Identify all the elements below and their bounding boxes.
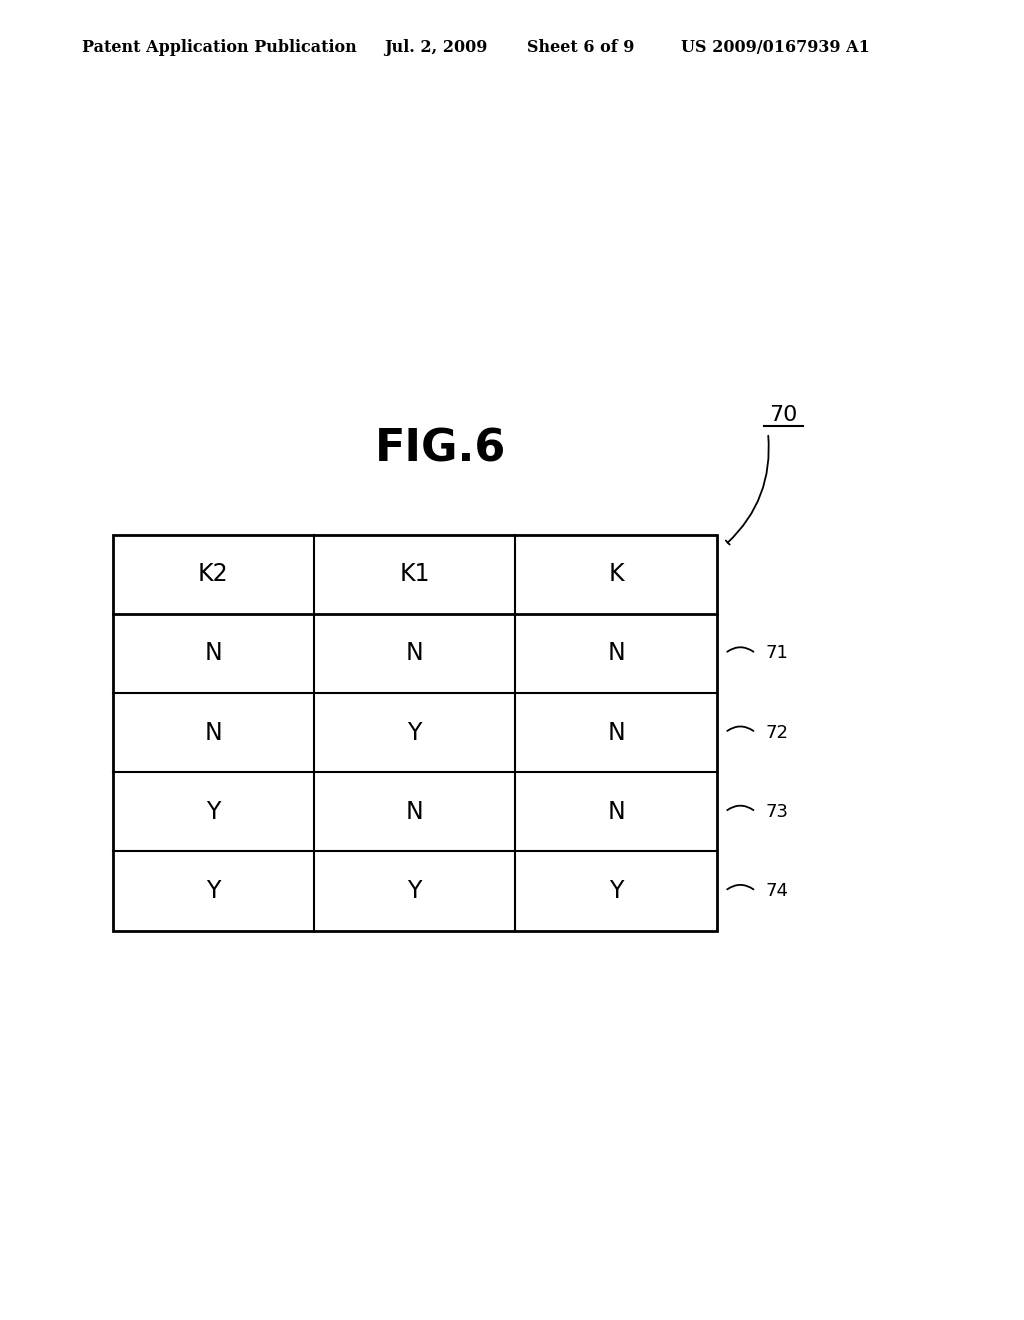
Text: 70: 70 bbox=[769, 405, 798, 425]
Text: N: N bbox=[406, 642, 424, 665]
Text: Y: Y bbox=[408, 721, 422, 744]
Bar bbox=[113, 535, 717, 931]
Text: Patent Application Publication: Patent Application Publication bbox=[82, 40, 356, 55]
Text: K2: K2 bbox=[198, 562, 228, 586]
Text: FIG.6: FIG.6 bbox=[375, 428, 506, 470]
Text: N: N bbox=[607, 800, 625, 824]
Text: N: N bbox=[406, 800, 424, 824]
Text: N: N bbox=[607, 642, 625, 665]
Text: N: N bbox=[607, 721, 625, 744]
Text: US 2009/0167939 A1: US 2009/0167939 A1 bbox=[681, 40, 869, 55]
Text: K: K bbox=[608, 562, 624, 586]
Text: 71: 71 bbox=[766, 644, 788, 663]
Text: 72: 72 bbox=[766, 723, 788, 742]
Text: Y: Y bbox=[206, 879, 220, 903]
Text: 73: 73 bbox=[766, 803, 788, 821]
Text: N: N bbox=[205, 642, 222, 665]
Text: K1: K1 bbox=[399, 562, 430, 586]
Text: 74: 74 bbox=[766, 882, 788, 900]
Text: Sheet 6 of 9: Sheet 6 of 9 bbox=[527, 40, 635, 55]
Text: Y: Y bbox=[609, 879, 624, 903]
Text: Jul. 2, 2009: Jul. 2, 2009 bbox=[384, 40, 487, 55]
Text: Y: Y bbox=[206, 800, 220, 824]
Text: Y: Y bbox=[408, 879, 422, 903]
Text: N: N bbox=[205, 721, 222, 744]
